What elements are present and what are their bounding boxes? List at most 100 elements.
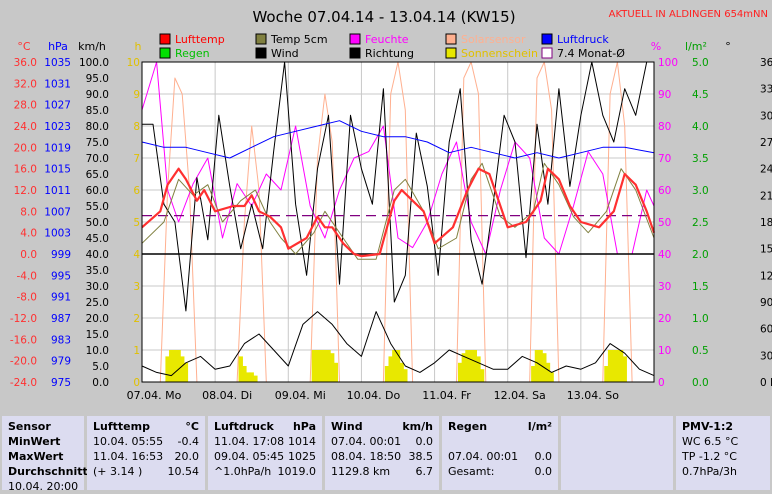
- wind-axis-tick: 80.0: [86, 121, 109, 133]
- legend-label: Lufttemp: [175, 33, 225, 46]
- wind-axis-tick: 10.0: [86, 345, 109, 357]
- sunshine-bar: [479, 369, 485, 382]
- luftdruck-min-value: 1014: [288, 435, 316, 448]
- temp-axis-tick: -24.0: [10, 377, 37, 389]
- sensor-row-avg: Durchschnitt: [8, 465, 88, 478]
- legend-label: Temp 5cm: [270, 33, 328, 46]
- regen-header: Regen: [448, 420, 488, 433]
- direction-axis-tick: 60: [760, 324, 772, 336]
- legend-swatch: [255, 33, 267, 45]
- humidity-axis-tick: 90: [658, 89, 671, 101]
- wind-unit: km/h: [402, 420, 433, 433]
- direction-axis-tick: 180 S: [760, 217, 772, 229]
- sunshine-bar: [169, 350, 174, 382]
- rain-axis-tick: 1.5: [692, 281, 709, 293]
- legend-swatch: [445, 33, 457, 45]
- sunshine-bar: [538, 350, 543, 382]
- pressure-axis-tick: 979: [51, 356, 71, 368]
- sunshine-bar: [615, 350, 620, 382]
- sunshine-bar: [531, 366, 536, 382]
- x-label: 13.04. So: [567, 389, 619, 402]
- wind-axis-tick: 35.0: [86, 265, 109, 277]
- humidity-axis-tick: 0: [658, 377, 665, 389]
- pmv-dewpoint: TP -1.2 °C: [682, 450, 737, 463]
- sunshine-bar: [315, 350, 320, 382]
- direction-axis-tick: 210: [760, 190, 772, 202]
- lufttemp-min-time: 10.04. 05:55: [93, 435, 164, 448]
- sunshine-bar: [245, 372, 251, 382]
- sunshine-bar: [468, 350, 474, 382]
- sunshine-bar: [392, 350, 397, 382]
- sun-axis-tick: 5: [133, 217, 140, 229]
- rain-axis-tick: 4.0: [692, 121, 709, 133]
- sunshine-bar: [461, 353, 467, 382]
- direction-axis-tick: 120: [760, 270, 772, 282]
- wind-axis-tick: 75.0: [86, 137, 109, 149]
- luftdruck-max-value: 1025: [288, 450, 316, 463]
- legend-label: Feuchte: [365, 33, 409, 46]
- regen-unit: l/m²: [527, 420, 552, 433]
- wind-axis-tick: 20.0: [86, 313, 109, 325]
- sunshine-bar: [476, 356, 481, 382]
- rain-axis-tick: 0.0: [692, 377, 709, 389]
- regen-total-label: Gesamt:: [448, 465, 495, 478]
- direction-axis-tick: 300: [760, 110, 772, 122]
- x-label: 09.04. Mi: [275, 389, 326, 402]
- axis-ticks: 36.032.028.024.020.016.012.08.04.00.0-4.…: [10, 57, 772, 389]
- legend-label: Richtung: [365, 47, 414, 60]
- sensor-row-min: MinWert: [8, 435, 61, 448]
- sunshine-bar: [180, 356, 185, 382]
- sensor-row-max: MaxWert: [8, 450, 64, 463]
- lufttemp-unit: °C: [185, 420, 199, 433]
- col-lufttemp: Lufttemp °C 10.04. 05:55 -0.4 11.04. 16:53…: [87, 416, 205, 490]
- temp-axis-tick: -20.0: [10, 356, 37, 368]
- legend-label: Regen: [175, 47, 210, 60]
- pmv-windchill: WC 6.5 °C: [682, 435, 739, 448]
- pressure-axis-tick: 1031: [44, 78, 71, 90]
- wind-axis-tick: 40.0: [86, 249, 109, 261]
- sunshine-bar: [618, 350, 624, 382]
- rain-axis-unit: l/m²: [685, 40, 707, 53]
- temp-axis-tick: -12.0: [10, 313, 37, 325]
- humidity-axis-tick: 60: [658, 185, 671, 197]
- sun-axis-tick: 0: [133, 377, 140, 389]
- regen-max-value: 0.0: [534, 450, 553, 463]
- sunshine-bar: [604, 366, 609, 382]
- sunshine-bar: [329, 353, 335, 382]
- weather-chart: Woche 07.04.14 - 13.04.14 (KW15) AKTUELL…: [9, 8, 772, 402]
- sunshine-bar: [395, 350, 401, 382]
- direction-axis-tick: 90 O: [760, 297, 772, 309]
- sun-axis-tick: 6: [133, 185, 140, 197]
- legend-swatch: [349, 33, 361, 45]
- legend-label: Sonnenschein: [461, 47, 538, 60]
- col-luftdruck: Luftdruck hPa 11.04. 17:08 1014 09.04. 05:…: [208, 416, 322, 490]
- temp-axis-tick: 8.0: [20, 206, 37, 218]
- direction-axis-tick: 240: [760, 164, 772, 176]
- humidity-axis-unit: %: [651, 40, 661, 53]
- sensor-row-extra: 10.04. 20:00: [8, 480, 79, 493]
- col-pmv: PMV-1:2 WC 6.5 °C TP -1.2 °C 0.7hPa/3h: [676, 416, 770, 490]
- col-wind: Wind km/h 07.04. 00:01 0.0 08.04. 18:50 38.…: [325, 416, 439, 490]
- stats-panel: Sensor MinWert MaxWert Durchschnitt 10.0…: [0, 405, 772, 493]
- sunshine-bar: [311, 350, 317, 382]
- x-axis-labels: 07.04. Mo 08.04. Di 09.04. Mi 10.04. Do 11.0…: [127, 389, 620, 402]
- humidity-axis-tick: 20: [658, 313, 671, 325]
- sunshine-bar: [384, 366, 390, 382]
- direction-axis-tick: 360 N: [760, 57, 772, 69]
- wind-axis-tick: 70.0: [86, 153, 109, 165]
- wind-axis-tick: 95.0: [86, 73, 109, 85]
- pressure-axis-tick: 1019: [44, 142, 71, 154]
- pressure-axis-tick: 1035: [44, 57, 71, 69]
- sunshine-bar: [611, 350, 616, 382]
- legend-label: Wind: [271, 47, 299, 60]
- humidity-axis-tick: 100: [658, 57, 678, 69]
- sunshine-bar: [319, 350, 324, 382]
- legend-swatch: [541, 33, 553, 45]
- sunshine-bar: [622, 356, 627, 382]
- temp-axis-tick: 20.0: [14, 142, 37, 154]
- sunshine-bar: [388, 356, 393, 382]
- pressure-axis-tick: 1027: [44, 100, 71, 112]
- wind-axis-tick: 65.0: [86, 169, 109, 181]
- direction-axis-tick: 330: [760, 84, 772, 96]
- legend-swatch: [159, 47, 171, 59]
